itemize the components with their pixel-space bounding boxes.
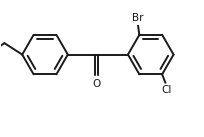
Text: O: O bbox=[92, 79, 101, 89]
Text: Cl: Cl bbox=[161, 85, 172, 95]
Text: Br: Br bbox=[132, 13, 144, 23]
